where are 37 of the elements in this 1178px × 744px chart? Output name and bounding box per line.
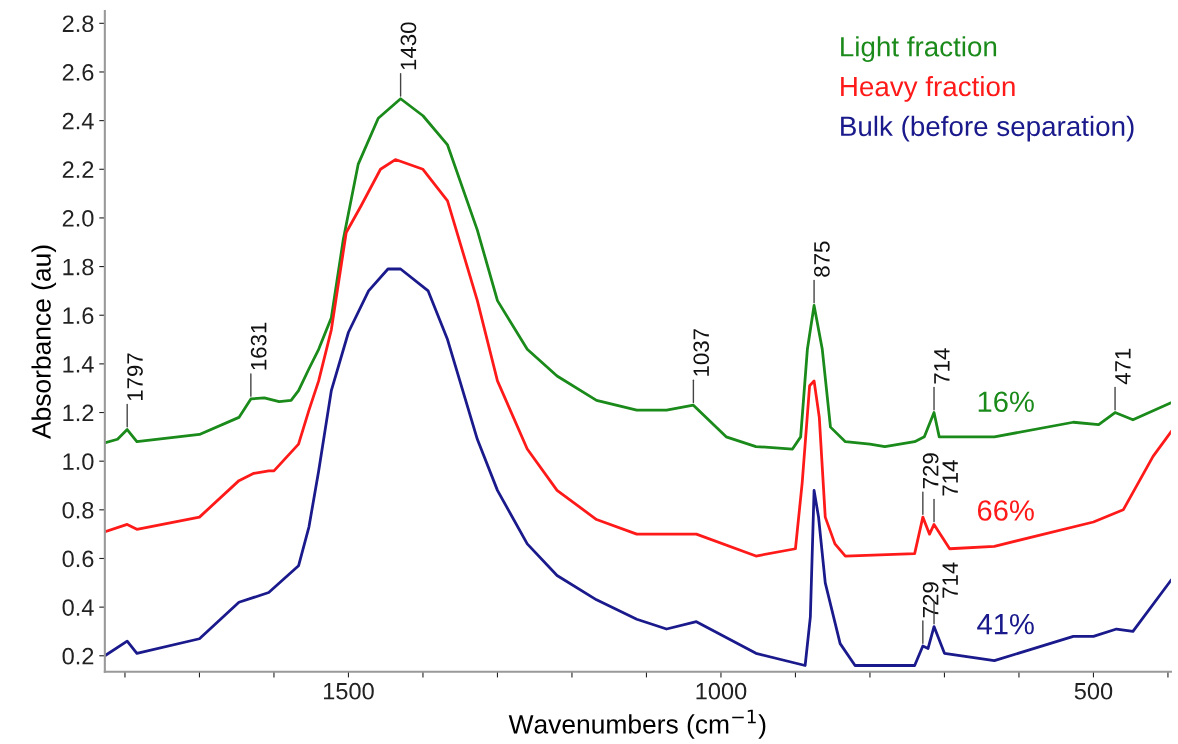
y-tick-label: 1.4 [63,356,94,373]
y-tick-label: 0.6 [62,550,94,568]
line-series [104,158,1171,558]
y-tick-label: 0.4 [62,599,94,616]
annotation: 1037 [693,329,710,376]
text: Bulk (before separation) [841,115,1134,142]
annotation: 1631 [250,322,267,370]
x-tick-label: 500 [1074,682,1113,700]
annotation: 16% [978,391,1034,413]
y-tick-label: 1.2 [63,404,94,422]
y-axis-title: Absorbance (au) [31,245,57,439]
annotation: 714 [942,562,958,598]
annotation: 66% [977,500,1034,521]
y-tick-label: 2.2 [62,161,94,178]
annotation: 1430 [400,22,417,70]
annotation: 729 [922,453,939,489]
y-tick-label: 2.6 [62,64,94,81]
text: Light fraction [841,36,997,63]
y-tick-label: 0.8 [62,501,94,519]
x-axis-title: Wavenumbers (cm$^{−1}$) [508,709,766,739]
annotation: 714 [942,460,958,496]
annotation: 41% [977,613,1034,635]
y-tick-label: 2.8 [62,15,94,33]
y-tick-label: 0.2 [62,647,94,665]
annotation: 714 [934,348,950,384]
annotation: 875 [814,241,830,277]
annotation: 1797 [127,353,143,401]
annotation: 729 [922,582,939,618]
annotation: 471 [1115,348,1131,385]
y-tick-label: 2.0 [62,209,94,227]
text: Heavy fraction [841,75,1015,102]
y-tick-label: 1.0 [63,453,94,470]
x-tick-label: 1000 [696,682,747,700]
y-tick-label: 1.8 [63,258,94,276]
y-tick-label: 1.6 [63,307,94,325]
y-tick-label: 2.4 [62,112,94,130]
x-tick-label: 1500 [324,682,374,700]
